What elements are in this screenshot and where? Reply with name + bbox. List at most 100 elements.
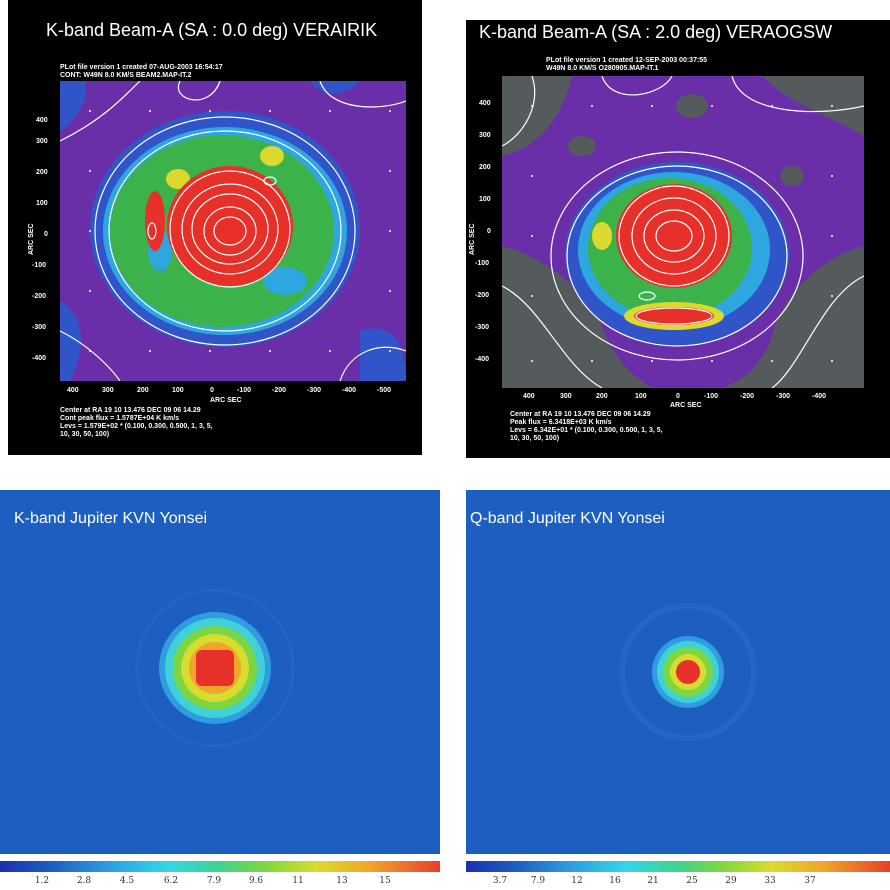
contours (502, 76, 864, 388)
level-red (676, 660, 700, 684)
x-tick: -300 (307, 387, 322, 394)
colorbar-tick: 9.6 (248, 876, 264, 886)
x-tick: 0 (676, 393, 680, 400)
blue-patch (360, 328, 406, 381)
x-tick: 100 (172, 387, 184, 394)
gray-patch (502, 76, 572, 156)
x-tick: -400 (342, 387, 357, 394)
colorbar-tick: 6.2 (163, 876, 179, 886)
y-tick: 200 (479, 164, 491, 171)
panel-title: Q-band Jupiter KVN Yonsei (470, 510, 665, 527)
colorbar-tick: 33 (764, 876, 776, 886)
y-tick: -400 (475, 356, 490, 363)
colorbar-tick: 7.9 (206, 876, 222, 886)
y-tick: -400 (32, 355, 47, 362)
colorbar-tick: 13 (336, 876, 348, 886)
plot-header-line-2: W49N 8.0 KM/S O280905.MAP-IT.1 (546, 65, 659, 72)
x-tick: 300 (560, 393, 572, 400)
plot-header-line-2: CONT: W49N 8.0 KM/S BEAM2.MAP-IT.2 (60, 72, 192, 79)
colorbar-tick: 25 (686, 876, 698, 886)
y-tick: -300 (475, 324, 490, 331)
y-axis-label: ARC SEC (469, 223, 476, 255)
red-band (634, 307, 714, 325)
y-tick: -100 (475, 260, 490, 267)
y-tick: -100 (32, 262, 47, 269)
plot-footer-line-3: Levs = 1.579E+02 * (0.100, 0.300, 0.500,… (60, 423, 213, 430)
plot-footer-line-1: Center at RA 19 10 13.476 DEC 09 06 14.2… (60, 407, 201, 414)
contour-map-svg (60, 81, 406, 381)
y-tick: -200 (32, 293, 47, 300)
colorbar-tick: 3.7 (492, 876, 508, 886)
blue-patch (60, 81, 86, 131)
colorbar (0, 861, 440, 872)
yellow-spot (592, 222, 612, 250)
y-tick: 100 (36, 200, 48, 207)
panel-beam-a-2deg: K-band Beam-A (SA : 2.0 deg) VERAOGSW PL… (466, 20, 890, 458)
x-tick: 200 (596, 393, 608, 400)
colorbar-tick: 15 (379, 876, 391, 886)
panel-title: K-band Beam-A (SA : 2.0 deg) VERAOGSW (479, 22, 833, 42)
y-tick: 400 (36, 117, 48, 124)
colorbar-tick: 11 (292, 876, 304, 886)
jupiter-map-svg (135, 588, 295, 748)
y-tick: 300 (36, 138, 48, 145)
contours (60, 81, 406, 381)
panel-k-band-jupiter: K-band Jupiter KVN Yonsei (0, 490, 440, 854)
grid-dots (531, 105, 833, 362)
y-tick: 200 (36, 169, 48, 176)
x-tick: -200 (740, 393, 755, 400)
plot-footer-line-3: Levs = 6.342E+01 * (0.100, 0.300, 0.500,… (510, 427, 663, 434)
y-tick: -200 (475, 292, 490, 299)
panel-q-band-jupiter: Q-band Jupiter KVN Yonsei (466, 490, 890, 854)
x-tick: 300 (102, 387, 114, 394)
x-tick: 0 (210, 387, 214, 394)
gray-patch (502, 246, 652, 388)
colorbar (466, 861, 890, 872)
x-tick: 100 (635, 393, 647, 400)
panel-title: K-band Jupiter KVN Yonsei (14, 510, 208, 527)
x-tick: -200 (272, 387, 287, 394)
gray-patch (762, 76, 864, 136)
jupiter-map-svg (619, 603, 757, 741)
level-red (196, 650, 234, 686)
plot-header-line-1: PLot file version 1 created 07-AUG-2003 … (60, 64, 223, 71)
colorbar-tick: 21 (647, 876, 659, 886)
colorbar-tick: 37 (804, 876, 816, 886)
yellow-spot (260, 146, 284, 166)
gray-patch (676, 94, 708, 118)
sidelobe-ring (135, 588, 295, 748)
x-tick: 200 (137, 387, 149, 394)
colorbar-tick: 7.9 (530, 876, 546, 886)
y-tick: 300 (479, 132, 491, 139)
panel-title: K-band Beam-A (SA : 0.0 deg) VERAIRIK (46, 20, 378, 40)
y-axis-label: ARC SEC (28, 223, 35, 255)
y-tick: 0 (44, 231, 48, 238)
gray-patch (722, 246, 864, 388)
x-axis-label: ARC SEC (210, 397, 242, 404)
x-tick: 400 (67, 387, 79, 394)
x-tick: 400 (523, 393, 535, 400)
x-tick: -400 (812, 393, 827, 400)
blue-patch (310, 81, 360, 94)
y-tick: 400 (479, 100, 491, 107)
plot-footer-line-1: Center at RA 19 10 13.476 DEC 09 06 14.2… (510, 411, 651, 418)
x-tick: -500 (377, 387, 392, 394)
gray-patch (568, 136, 596, 156)
x-tick: -100 (237, 387, 252, 394)
red-core (616, 184, 732, 288)
plot-footer-line-4: 10, 30, 50, 100) (60, 431, 110, 438)
contour-map-svg (502, 76, 864, 388)
colorbar-tick: 16 (609, 876, 621, 886)
colorbar-tick: 2.8 (76, 876, 92, 886)
plot-footer-line-2: Cont peak flux = 1.5787E+04 K km/s (60, 415, 180, 422)
contour-map (60, 81, 406, 381)
x-axis-label: ARC SEC (670, 402, 702, 409)
x-tick: -300 (776, 393, 791, 400)
sidelobe-ring (619, 603, 757, 741)
yellow-spot (166, 169, 190, 189)
plot-footer-line-2: Peak flux = 6.3418E+03 K km/s (510, 419, 612, 426)
colorbar-tick: 12 (571, 876, 583, 886)
colorbar-tick: 1.2 (34, 876, 50, 886)
grid-dots (89, 110, 391, 352)
colorbar-tick: 4.5 (119, 876, 135, 886)
